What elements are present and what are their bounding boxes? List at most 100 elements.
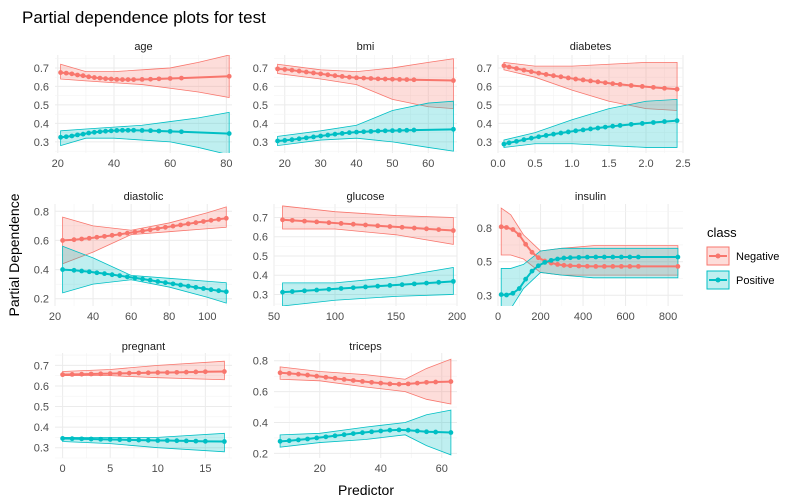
point-negative	[86, 74, 92, 80]
point-positive	[350, 285, 356, 291]
point-positive	[79, 268, 85, 274]
point-negative	[305, 372, 310, 378]
point-positive	[396, 427, 402, 433]
x-tick-label: 20	[279, 158, 291, 170]
point-positive	[170, 281, 176, 287]
point-negative	[280, 217, 285, 223]
point-negative	[208, 217, 214, 223]
legend-title: class	[707, 225, 737, 240]
point-positive	[147, 277, 153, 283]
point-negative	[504, 225, 509, 230]
y-tick-label: 0.5	[477, 257, 492, 269]
point-negative	[179, 75, 184, 81]
point-negative	[433, 379, 439, 385]
point-negative	[411, 225, 417, 231]
point-positive	[79, 436, 85, 442]
point-negative	[120, 77, 125, 82]
point-negative	[405, 381, 411, 387]
point-positive	[498, 292, 504, 297]
point-negative	[674, 86, 680, 92]
y-tick-label: 0.6	[34, 381, 49, 393]
point-positive	[565, 129, 571, 135]
point-positive	[361, 129, 367, 135]
plot-area-diabetes	[501, 61, 680, 148]
plot-area-glucose	[280, 205, 456, 306]
point-negative	[75, 72, 80, 78]
point-negative	[662, 85, 667, 91]
legend-key-negative	[706, 246, 730, 266]
point-positive	[155, 279, 161, 284]
x-tick-label: 40	[87, 311, 99, 323]
point-negative	[139, 77, 145, 82]
point-negative	[202, 369, 208, 375]
point-positive	[109, 272, 115, 278]
point-positive	[98, 436, 104, 442]
panel-glucose: glucose 50 100 150 200 0.3 0.4 0.5 0.6 0.7	[253, 191, 466, 323]
point-positive	[162, 280, 168, 286]
point-positive	[63, 134, 69, 140]
point-negative	[399, 224, 405, 230]
point-negative	[296, 68, 302, 74]
panel-title-triceps: triceps	[349, 341, 382, 353]
point-positive	[201, 286, 206, 291]
point-negative	[136, 370, 142, 376]
point-positive	[378, 428, 384, 434]
point-positive	[350, 431, 356, 437]
point-positive	[221, 439, 227, 444]
point-positive	[148, 128, 153, 134]
point-negative	[346, 74, 352, 80]
point-positive	[125, 127, 131, 133]
y-tick-label: 0.8	[477, 223, 492, 235]
point-negative	[424, 226, 429, 232]
point-negative	[286, 370, 292, 376]
point-negative	[114, 77, 120, 82]
point-positive	[94, 270, 100, 276]
legend: class Negative Positive	[706, 225, 779, 290]
point-negative	[565, 75, 571, 81]
point-negative	[86, 235, 92, 241]
x-tick-label: 1.5	[601, 158, 616, 170]
x-tick-label: 0	[495, 311, 501, 323]
point-negative	[361, 75, 367, 81]
point-positive	[338, 286, 344, 291]
y-tick-label: 0.3	[253, 289, 268, 301]
x-tick-label: 20	[52, 158, 64, 170]
ribbon-negative	[62, 206, 227, 265]
point-negative	[156, 76, 162, 82]
point-positive	[424, 280, 429, 286]
point-positive	[628, 121, 634, 127]
point-negative	[580, 77, 586, 83]
y-tick-label: 0.6	[253, 387, 268, 399]
point-positive	[651, 120, 656, 125]
point-positive	[314, 287, 320, 293]
point-positive	[399, 282, 405, 288]
point-negative	[350, 378, 356, 383]
point-negative	[131, 77, 137, 82]
point-negative	[201, 219, 206, 224]
point-negative	[162, 224, 168, 230]
line-positive	[62, 268, 227, 293]
point-positive	[326, 286, 332, 292]
ribbon-positive	[62, 432, 225, 453]
point-positive	[674, 118, 680, 124]
point-negative	[390, 76, 395, 82]
y-tick-label: 0.7	[253, 63, 268, 75]
point-negative	[289, 217, 295, 223]
point-negative	[282, 67, 288, 72]
y-tick-label: 0.4	[253, 270, 268, 282]
point-positive	[584, 254, 590, 260]
point-positive	[318, 133, 324, 139]
point-positive	[107, 437, 113, 442]
point-positive	[88, 436, 94, 442]
y-tick-label: 0.4	[253, 417, 268, 429]
point-positive	[296, 136, 302, 142]
point-negative	[323, 374, 329, 380]
point-negative	[275, 66, 280, 72]
point-negative	[382, 76, 388, 82]
point-negative	[314, 219, 320, 225]
point-positive	[80, 131, 86, 137]
y-tick-label: 0.7	[253, 212, 268, 224]
point-negative	[397, 77, 402, 82]
point-positive	[71, 267, 77, 273]
point-negative	[140, 228, 145, 234]
